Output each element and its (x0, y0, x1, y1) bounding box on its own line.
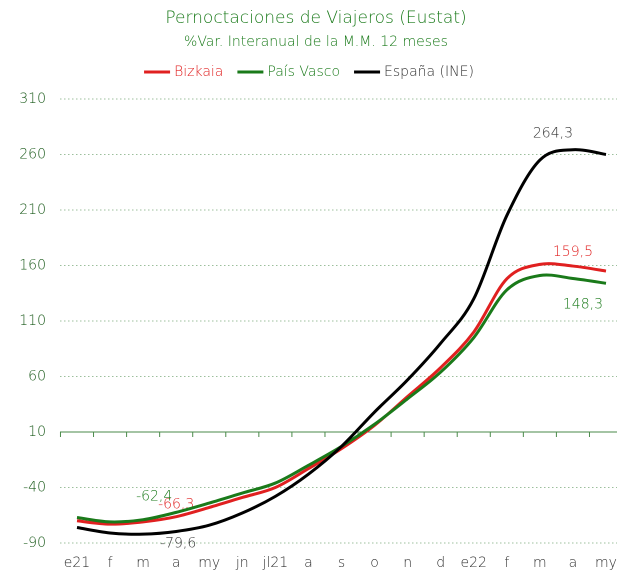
chart-title: Pernoctaciones de Viajeros (Eustat) (165, 8, 466, 28)
series-line (76, 273, 607, 524)
x-tick-label: f (108, 555, 113, 571)
y-tick-label: 110 (19, 313, 46, 329)
x-tick-label: a (304, 555, 313, 571)
x-tick-label: f (504, 555, 509, 571)
y-tick-label: 260 (19, 147, 46, 163)
x-tick-label: my (595, 555, 617, 571)
y-tick-label: -90 (23, 535, 46, 551)
x-tick-label: n (403, 555, 412, 571)
data-label: 148,3 (563, 296, 603, 312)
y-tick-label: 160 (19, 258, 46, 274)
x-tick-label: s (338, 555, 345, 571)
legend-label: España (INE) (384, 64, 474, 80)
y-tick-label: 310 (19, 91, 46, 107)
series-line (76, 148, 607, 536)
x-tick-label: jl21 (262, 555, 289, 571)
x-tick-label: e22 (461, 555, 487, 571)
x-tick-label: o (370, 555, 379, 571)
data-label: -79,6 (160, 535, 196, 551)
y-tick-label: 60 (28, 369, 46, 385)
y-tick-label: -40 (23, 480, 46, 496)
legend-label: Bizkaia (174, 64, 223, 80)
x-tick-label: m (533, 555, 547, 571)
y-tick-label: 10 (28, 424, 46, 440)
data-label: 264,3 (533, 126, 573, 142)
series-line (76, 262, 607, 526)
y-tick-label: 210 (19, 202, 46, 218)
x-tick-label: a (569, 555, 578, 571)
x-tick-label: e21 (64, 555, 90, 571)
data-label: -62,4 (136, 488, 172, 504)
x-tick-label: a (172, 555, 181, 571)
legend-label: País Vasco (267, 64, 340, 80)
chart-subtitle: %Var. Interanual de la M.M. 12 meses (184, 34, 448, 50)
x-tick-label: jn (235, 555, 249, 571)
x-tick-label: d (436, 555, 445, 571)
x-tick-label: m (136, 555, 150, 571)
x-tick-label: my (198, 555, 220, 571)
data-label: 159,5 (553, 244, 593, 260)
